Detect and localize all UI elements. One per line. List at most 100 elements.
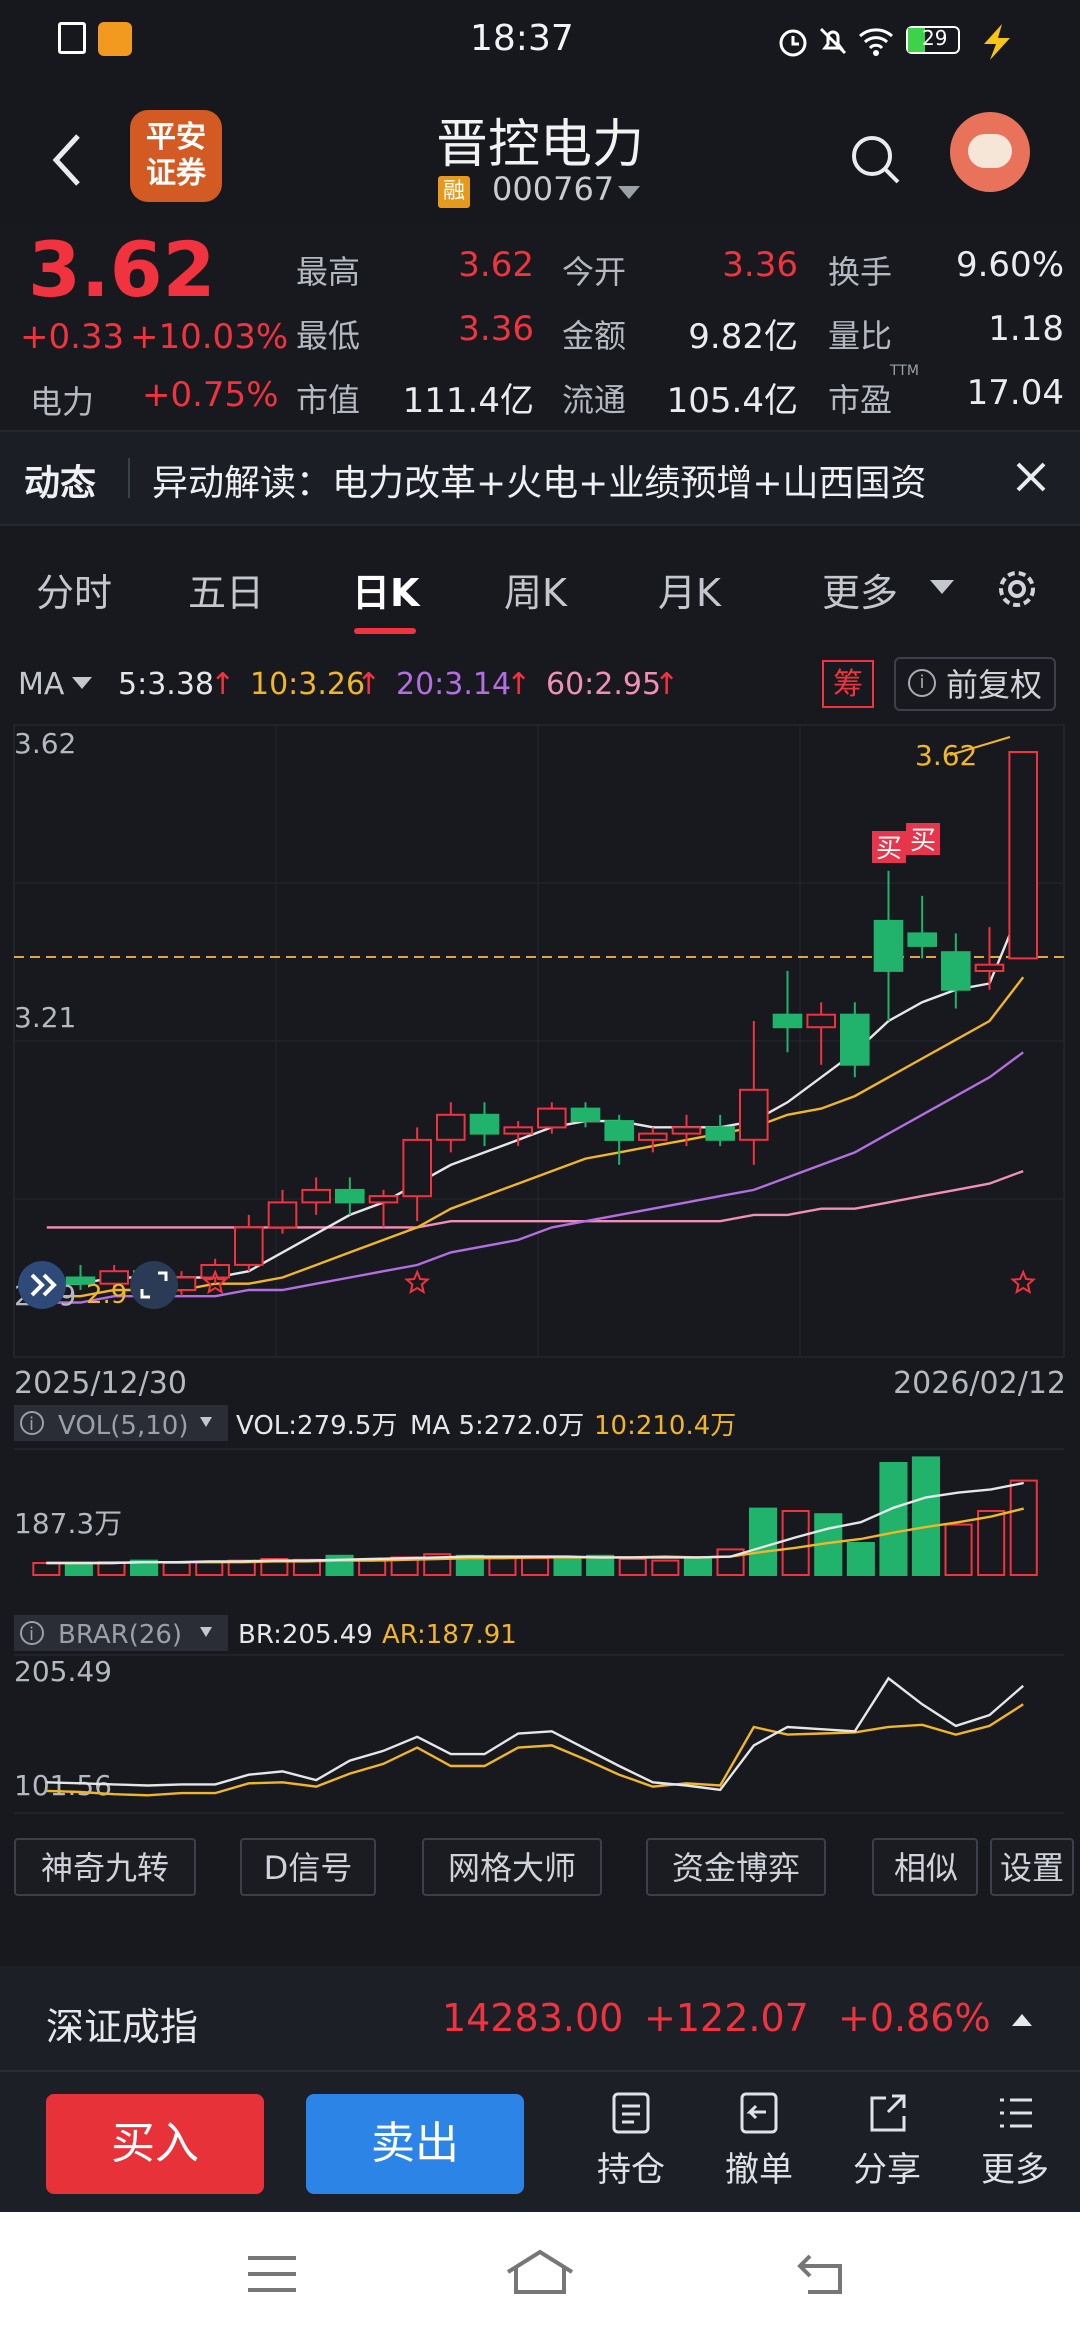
tab-intraday[interactable]: 分时 (36, 571, 113, 615)
tab-daily-k[interactable]: 日K (352, 571, 420, 615)
positions-action[interactable]: 持仓 (576, 2090, 686, 2191)
tool-similar-k[interactable]: 相似K (872, 1838, 978, 1896)
event-star-icon[interactable] (404, 1269, 431, 1294)
tool-d-signal[interactable]: D信号 (240, 1838, 376, 1896)
candle-body[interactable] (739, 1088, 769, 1141)
status-bar: 18:37 29 (0, 0, 1080, 90)
tab-weekly-k[interactable]: 周K (504, 571, 567, 615)
open-value: 3.36 (722, 245, 798, 285)
event-star-icon[interactable] (202, 1269, 229, 1294)
menu-icon (1000, 2098, 1032, 2128)
candle-body[interactable] (907, 932, 938, 947)
sell-button[interactable]: 卖出 (306, 2094, 524, 2194)
candle-body[interactable] (368, 1195, 399, 1204)
news-headline[interactable]: 异动解读：电力改革+火电+业绩预增+山西国资 (152, 463, 927, 504)
index-ticker[interactable]: 深证成指 14283.00 +122.07 +0.86% (0, 1966, 1080, 2070)
candle-body[interactable] (806, 1013, 837, 1029)
tool-settings[interactable]: 设置 (990, 1838, 1074, 1896)
chevron-down-icon[interactable] (200, 1627, 212, 1637)
news-strip[interactable]: 动态 异动解读：电力改革+火电+业绩预增+山西国资 (0, 430, 1080, 526)
home-nav-icon[interactable] (504, 2246, 576, 2298)
more-action[interactable]: 更多 (960, 2090, 1070, 2191)
candle-body[interactable] (267, 1201, 298, 1229)
candle-body[interactable] (638, 1132, 668, 1141)
tool-grid-master[interactable]: 网格大师 (422, 1838, 602, 1896)
index-change: +122.07 (644, 1996, 809, 2040)
ma5-value: 5:3.38 (118, 667, 214, 702)
index-value: 14283.00 (442, 1996, 624, 2040)
buy-signal-badge-2 (906, 823, 940, 855)
info-icon (20, 1621, 44, 1645)
candle-body[interactable] (503, 1126, 533, 1135)
event-star-icons (202, 1269, 1037, 1294)
tab-monthly-k[interactable]: 月K (658, 571, 721, 615)
close-icon[interactable] (1006, 452, 1056, 502)
ma-label[interactable]: MA (18, 667, 65, 702)
candle-body[interactable] (99, 1270, 130, 1285)
news-tag: 动态 (24, 463, 97, 504)
candle-body[interactable] (1008, 751, 1039, 960)
cancel-order-action[interactable]: 撤单 (704, 2090, 814, 2191)
volume-bar (749, 1507, 778, 1576)
gear-icon[interactable] (992, 564, 1042, 614)
tab-more[interactable]: 更多 (822, 571, 899, 615)
volume-bar (618, 1558, 647, 1576)
price-adjust-button[interactable]: i 前复权 (894, 657, 1056, 711)
candle-body[interactable] (436, 1113, 466, 1141)
broker-logo[interactable]: 平安证券 (130, 110, 222, 202)
candle-body[interactable] (335, 1188, 365, 1204)
volume-bar (781, 1510, 810, 1576)
chip-distribution-button[interactable]: 筹 (822, 660, 874, 708)
candle-body[interactable] (65, 1276, 96, 1285)
chevron-up-icon[interactable] (1012, 2014, 1032, 2026)
vol-ma10-line (46, 1507, 1024, 1565)
tab-five-day[interactable]: 五日 (188, 571, 265, 615)
float-cap-value: 105.4亿 (666, 381, 798, 421)
chevron-down-icon[interactable] (930, 580, 954, 594)
fullscreen-icon[interactable] (130, 1261, 178, 1309)
share-action[interactable]: 分享 (832, 2090, 942, 2191)
candle-body[interactable] (301, 1188, 331, 1204)
back-arrow-icon[interactable] (44, 130, 94, 190)
candle-body[interactable] (974, 963, 1005, 972)
volume-indicator-name: VOL(5,10) (58, 1411, 188, 1441)
candle-body[interactable] (705, 1126, 736, 1141)
turnover-value: 9.60% (955, 245, 1064, 285)
brar-lines (46, 1676, 1024, 1797)
candle-body[interactable] (873, 919, 904, 972)
avatar[interactable] (950, 112, 1030, 192)
stock-chart[interactable]: 3.62 3.21 2.79 3.62 买 买 2.9 2025/12/30 2… (0, 715, 1080, 1815)
volume-bar (260, 1558, 289, 1576)
tool-magic-nine[interactable]: 神奇九转 (14, 1838, 196, 1896)
candle-body[interactable] (402, 1138, 432, 1198)
candle-body[interactable] (234, 1226, 264, 1266)
candle-body[interactable] (469, 1113, 500, 1135)
info-glyph: i (29, 1624, 34, 1645)
brar-indicator-tab[interactable] (14, 1615, 228, 1651)
low-value: 3.36 (458, 309, 534, 349)
alarm-icon (779, 29, 807, 57)
chevron-down-icon[interactable] (200, 1417, 212, 1427)
candle-body[interactable] (941, 951, 971, 991)
chevron-down-icon[interactable] (72, 677, 92, 689)
positions-icon (612, 2092, 650, 2134)
event-star-icon[interactable] (1010, 1269, 1037, 1294)
volume-indicator-tab[interactable] (14, 1405, 228, 1441)
volume-bar (683, 1558, 713, 1576)
tool-fund-game[interactable]: 资金博弈 (646, 1838, 826, 1896)
search-icon[interactable] (848, 132, 904, 188)
menu-nav-icon[interactable] (244, 2252, 300, 2296)
candle-body[interactable] (537, 1107, 567, 1129)
candle-body[interactable] (604, 1120, 635, 1141)
buy-signal-text-1: 买 (876, 834, 902, 864)
candle-body[interactable] (671, 1126, 702, 1135)
candle-body[interactable] (570, 1107, 601, 1123)
candle-body[interactable] (840, 1013, 870, 1066)
buy-button[interactable]: 买入 (46, 2094, 264, 2194)
ma10-partial-label: 2.9 (86, 1280, 127, 1310)
candle-body[interactable] (772, 1013, 803, 1029)
back-nav-icon[interactable] (796, 2248, 852, 2298)
market-cap-label: 市值 (296, 381, 361, 419)
chevron-down-icon[interactable] (618, 186, 640, 199)
stock-code[interactable]: 000767 (492, 170, 615, 208)
